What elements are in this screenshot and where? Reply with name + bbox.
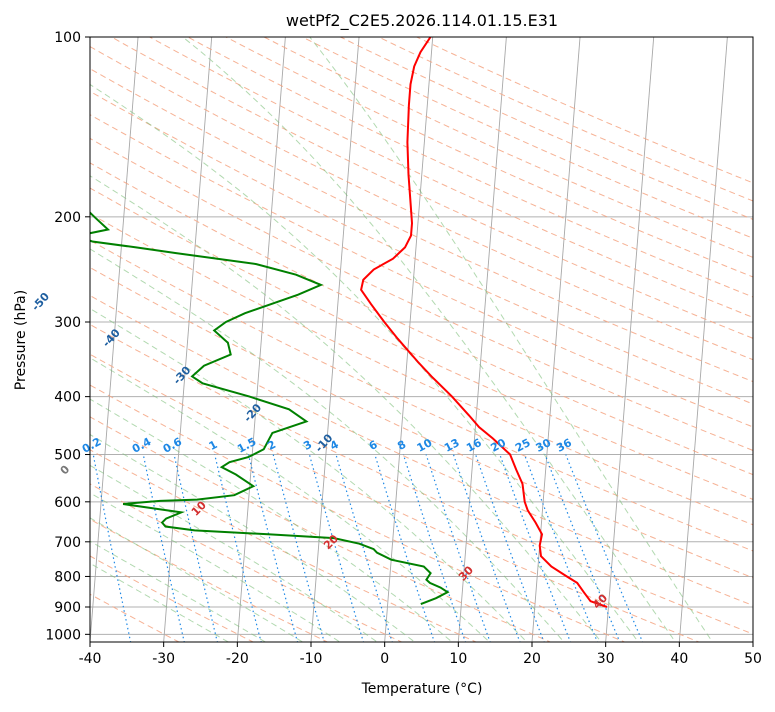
x-tick-label: -20 [226, 651, 249, 667]
x-tick-label: 50 [744, 651, 762, 667]
y-tick-label: 600 [54, 495, 81, 511]
x-tick-label: -30 [152, 651, 175, 667]
x-tick-label: 40 [670, 651, 688, 667]
x-axis-label: Temperature (°C) [361, 681, 483, 697]
chart-title: wetPf2_C2E5.2026.114.01.15.E31 [286, 11, 558, 31]
y-axis-label: Pressure (hPa) [13, 290, 29, 390]
y-tick-label: 900 [54, 600, 81, 616]
x-tick-label: 30 [597, 651, 615, 667]
x-tick-label: -10 [300, 651, 323, 667]
y-tick-label: 200 [54, 210, 81, 226]
x-tick-label: 20 [523, 651, 541, 667]
y-tick-label: 400 [54, 390, 81, 406]
x-tick-label: 0 [380, 651, 389, 667]
y-tick-label: 700 [54, 535, 81, 551]
x-tick-label: -40 [79, 651, 102, 667]
y-tick-label: 1000 [45, 627, 81, 643]
y-tick-label: 500 [54, 448, 81, 464]
x-tick-label: 10 [449, 651, 467, 667]
y-tick-label: 800 [54, 569, 81, 585]
y-tick-label: 100 [54, 30, 81, 46]
y-tick-label: 300 [54, 315, 81, 331]
